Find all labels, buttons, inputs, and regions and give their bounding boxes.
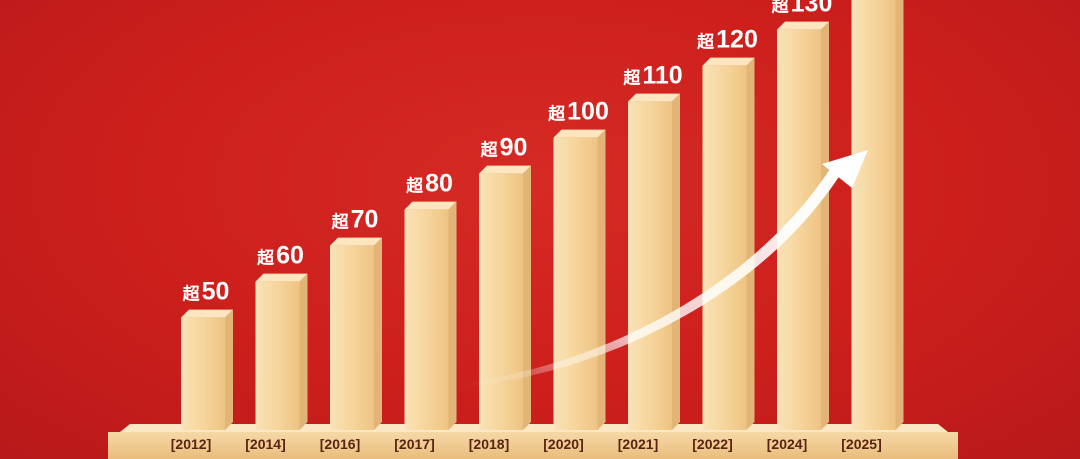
bar-2016 xyxy=(330,237,382,430)
bar-top-face xyxy=(702,57,755,66)
trend-arrow-head xyxy=(822,150,868,188)
value-number: 90 xyxy=(500,134,528,162)
bar-side-face xyxy=(821,21,829,430)
value-prefix: 超 xyxy=(257,248,275,268)
bar-front-face xyxy=(553,137,598,430)
value-prefix: 超 xyxy=(548,104,566,124)
value-label: 超80 xyxy=(406,170,453,198)
bar-2020 xyxy=(553,129,606,430)
bar-top-face xyxy=(181,309,233,318)
bar-front-face xyxy=(479,173,523,430)
bar-front-face xyxy=(851,0,896,430)
bar-2017 xyxy=(404,201,457,430)
year-tick-label: [2021] xyxy=(618,436,658,452)
bar-2018 xyxy=(479,165,531,430)
bar-front-face xyxy=(330,245,374,430)
value-number: 100 xyxy=(567,98,609,126)
value-prefix: 超 xyxy=(697,32,715,52)
bar-side-face xyxy=(374,237,382,430)
bar-side-face xyxy=(299,273,308,430)
bar-side-face xyxy=(225,309,233,430)
bar-top-face xyxy=(255,273,308,282)
bar-top-face xyxy=(330,237,382,246)
value-number: 130 xyxy=(791,0,833,18)
year-tick-label: [2022] xyxy=(692,436,732,452)
value-label: 超130 xyxy=(772,0,833,18)
bar-2025 xyxy=(851,0,904,430)
bar-front-face xyxy=(404,209,449,430)
bar-side-face xyxy=(746,57,755,430)
value-number: 80 xyxy=(425,170,453,198)
value-prefix: 超 xyxy=(406,176,424,196)
value-prefix: 超 xyxy=(481,140,499,160)
bar-2014 xyxy=(255,273,308,430)
value-label: 超60 xyxy=(257,242,304,270)
bar-top-face xyxy=(479,165,531,174)
value-number: 50 xyxy=(202,278,230,306)
value-label: 超90 xyxy=(481,134,528,162)
bar-top-face xyxy=(553,129,606,138)
bar-front-face xyxy=(181,317,225,430)
year-tick-label: [2014] xyxy=(245,436,285,452)
value-number: 110 xyxy=(642,62,682,90)
bar-front-face xyxy=(628,101,672,430)
value-prefix: 超 xyxy=(183,284,201,304)
value-number: 70 xyxy=(351,206,379,234)
bar-2022 xyxy=(702,57,755,430)
value-number: 60 xyxy=(276,242,304,270)
bar-2021 xyxy=(628,93,680,430)
value-prefix: 超 xyxy=(332,212,350,232)
value-label: 超70 xyxy=(332,206,379,234)
bar-side-face xyxy=(523,165,531,430)
bar-side-face xyxy=(597,129,606,430)
bar-side-face xyxy=(672,93,680,430)
value-label: 超50 xyxy=(183,278,230,306)
platform-base xyxy=(108,432,958,459)
bar-top-face xyxy=(628,93,680,102)
value-number: 120 xyxy=(716,26,758,54)
value-label: 超120 xyxy=(697,26,758,54)
bar-top-face xyxy=(404,201,457,210)
year-tick-label: [2012] xyxy=(171,436,211,452)
value-label: 超110 xyxy=(623,62,682,90)
bar-2012 xyxy=(181,309,233,430)
bar-front-face xyxy=(702,65,747,430)
year-tick-label: [2017] xyxy=(394,436,434,452)
bar-side-face xyxy=(895,0,904,430)
year-tick-label: [2018] xyxy=(469,436,509,452)
year-tick-label: [2016] xyxy=(320,436,360,452)
year-tick-label: [2025] xyxy=(841,436,881,452)
bar-side-face xyxy=(448,201,457,430)
value-label: 超100 xyxy=(548,98,609,126)
value-prefix: 超 xyxy=(772,0,790,16)
year-tick-label: [2020] xyxy=(543,436,583,452)
year-tick-label: [2024] xyxy=(767,436,807,452)
bar-top-face xyxy=(777,21,829,30)
value-prefix: 超 xyxy=(623,68,641,88)
bar-front-face xyxy=(255,281,300,430)
